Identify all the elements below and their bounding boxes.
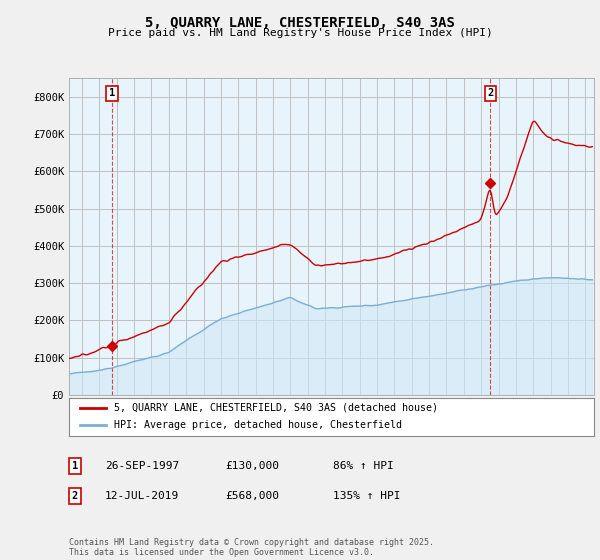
Text: 1: 1: [72, 461, 78, 471]
Text: 12-JUL-2019: 12-JUL-2019: [105, 491, 179, 501]
Text: 1: 1: [109, 88, 115, 99]
Text: Price paid vs. HM Land Registry's House Price Index (HPI): Price paid vs. HM Land Registry's House …: [107, 28, 493, 38]
Text: 5, QUARRY LANE, CHESTERFIELD, S40 3AS: 5, QUARRY LANE, CHESTERFIELD, S40 3AS: [145, 16, 455, 30]
Text: 5, QUARRY LANE, CHESTERFIELD, S40 3AS (detached house): 5, QUARRY LANE, CHESTERFIELD, S40 3AS (d…: [113, 403, 437, 413]
Text: 2: 2: [72, 491, 78, 501]
Text: 135% ↑ HPI: 135% ↑ HPI: [333, 491, 401, 501]
Text: Contains HM Land Registry data © Crown copyright and database right 2025.
This d: Contains HM Land Registry data © Crown c…: [69, 538, 434, 557]
Text: HPI: Average price, detached house, Chesterfield: HPI: Average price, detached house, Ches…: [113, 421, 401, 431]
Text: £568,000: £568,000: [225, 491, 279, 501]
Text: £130,000: £130,000: [225, 461, 279, 471]
Text: 26-SEP-1997: 26-SEP-1997: [105, 461, 179, 471]
Text: 2: 2: [487, 88, 494, 99]
Text: 86% ↑ HPI: 86% ↑ HPI: [333, 461, 394, 471]
